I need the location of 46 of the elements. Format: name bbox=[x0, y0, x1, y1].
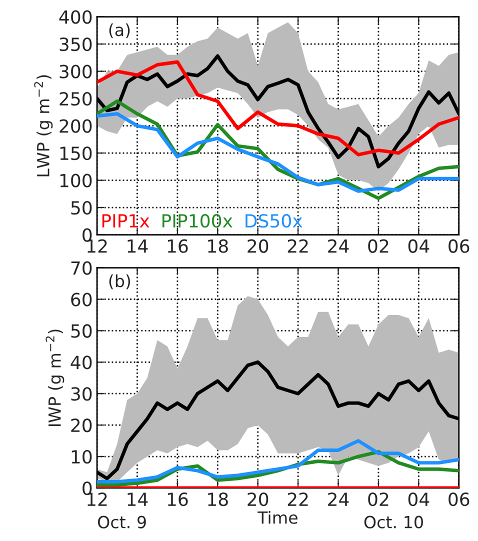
x-tick-label: 22 bbox=[288, 492, 308, 506]
y-tick-label: 100 bbox=[60, 174, 92, 188]
x-tick-label: 04 bbox=[408, 239, 430, 253]
y-axis-title: LWP (g m$^{−2}$) bbox=[34, 75, 53, 176]
y-tick-label: 20 bbox=[71, 418, 92, 432]
y-tick-label: 50 bbox=[71, 201, 92, 215]
x-tick-label: 06 bbox=[448, 492, 470, 506]
x-tick-label: 20 bbox=[248, 239, 268, 253]
x-tick-label: 18 bbox=[208, 239, 228, 253]
x-tick-label: 24 bbox=[328, 239, 349, 253]
x-tick-label: 16 bbox=[168, 492, 188, 506]
y-tick-label: 70 bbox=[71, 261, 92, 275]
x-tick-label: 18 bbox=[208, 492, 228, 506]
y-axis-title: IWP (g m$^{−2}$) bbox=[46, 330, 64, 426]
x-tick-label: 06 bbox=[448, 239, 470, 253]
y-tick-label: 400 bbox=[59, 10, 92, 24]
text: PIP100x bbox=[162, 214, 232, 228]
x-axis-title: Time bbox=[258, 511, 298, 524]
y-tick-label: 150 bbox=[60, 146, 92, 160]
y-tick-label: 40 bbox=[70, 356, 92, 370]
x-tick-label: 22 bbox=[288, 239, 308, 253]
y-tick-label: 10 bbox=[72, 450, 92, 464]
x-tick-label: 14 bbox=[128, 492, 148, 506]
x-tick-label: 20 bbox=[248, 492, 268, 506]
text: PIP1x bbox=[102, 214, 150, 228]
x-tick-label: 16 bbox=[168, 239, 188, 253]
x-tick-label: 14 bbox=[128, 240, 148, 253]
series-label: DS50x bbox=[246, 214, 302, 228]
y-tick-label: 50 bbox=[71, 324, 92, 338]
y-tick-label: 250 bbox=[60, 92, 92, 106]
line-series bbox=[97, 112, 459, 193]
text: Oct. 9 bbox=[98, 516, 146, 528]
line-series bbox=[97, 439, 459, 484]
x-tick-label: 24 bbox=[328, 492, 349, 506]
y-tick-label: 300 bbox=[60, 64, 92, 78]
annotation: (a) bbox=[109, 23, 130, 38]
y-tick-label: 200 bbox=[60, 119, 92, 133]
annotation: (b) bbox=[109, 274, 130, 290]
text: Oct. 10 bbox=[364, 516, 423, 528]
x-tick-label: 04 bbox=[408, 492, 430, 506]
y-tick-label: 350 bbox=[60, 37, 92, 52]
line-series bbox=[97, 60, 459, 156]
y-tick-label: 30 bbox=[71, 387, 92, 401]
x-tick-label: 02 bbox=[368, 239, 388, 253]
x-tick-label: 02 bbox=[368, 492, 388, 506]
y-tick-label: 60 bbox=[71, 292, 92, 306]
